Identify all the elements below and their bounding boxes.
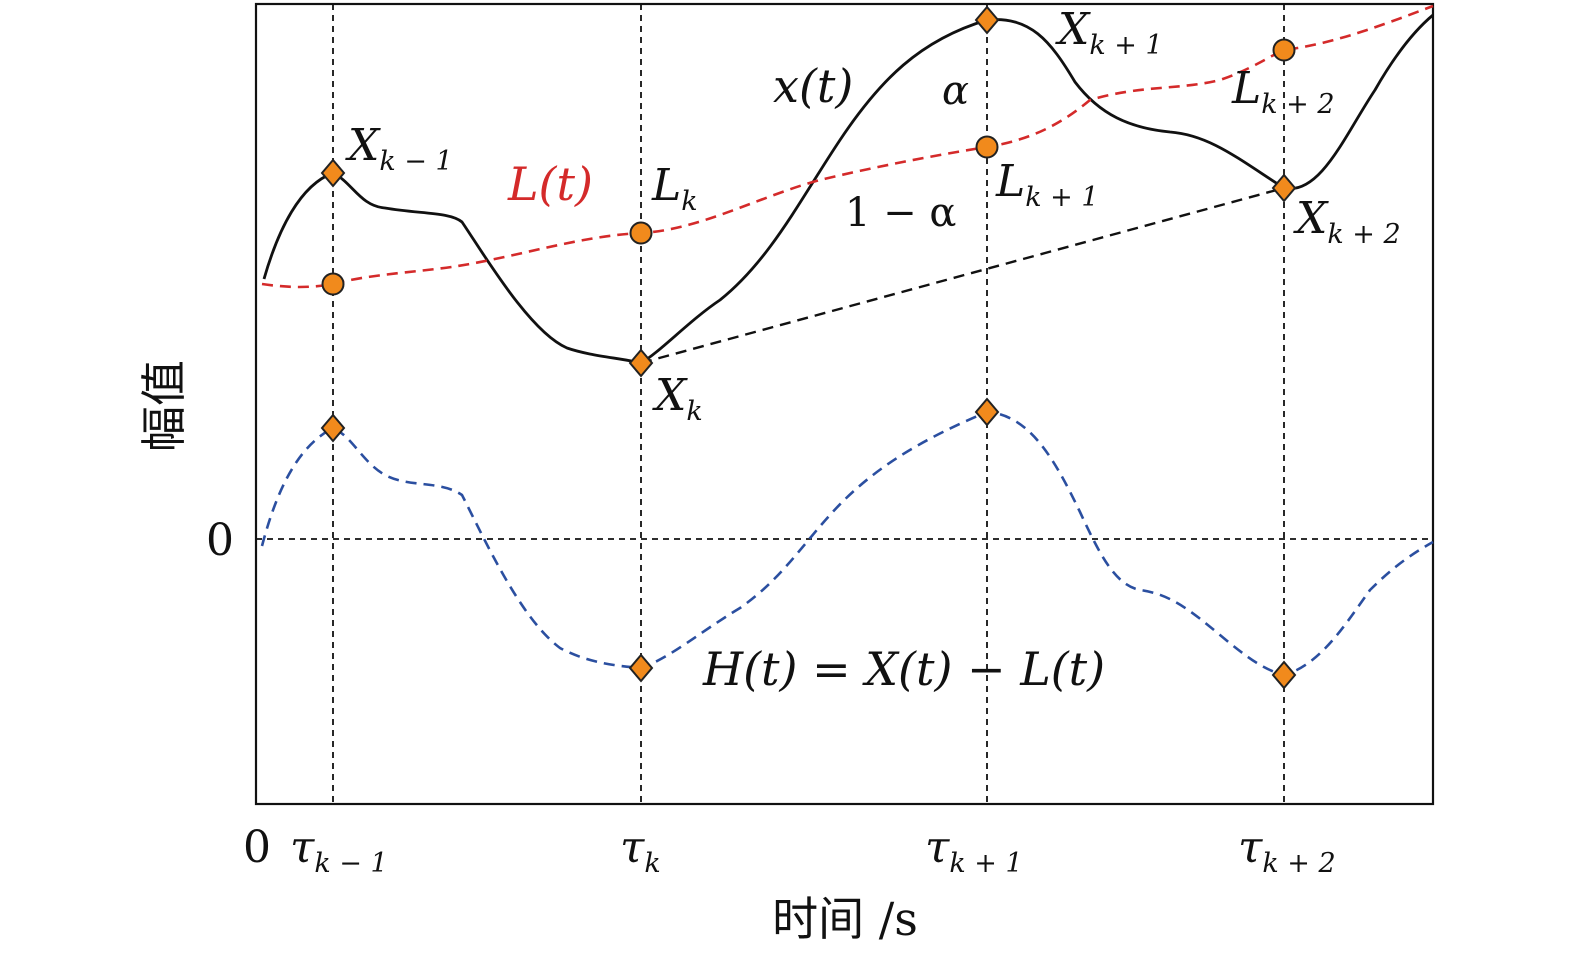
marker-L-k-plus-2 [1272, 38, 1296, 62]
tick-tau-k: τk [620, 822, 661, 879]
marker-H-k-plus-2 [1271, 660, 1297, 690]
marker-X-k-minus-1 [320, 158, 346, 188]
one-minus-alpha-label: 1 − α [845, 190, 956, 236]
y-axis-label: 幅值 [137, 360, 191, 452]
marker-H-k-minus-1 [320, 413, 346, 443]
marker-H-k-plus-1 [974, 397, 1000, 427]
label-L-k-plus-2: Lk + 2 [1231, 63, 1335, 120]
tick-tau-k-minus-1: τk − 1 [290, 822, 388, 879]
alpha-label: α [942, 68, 969, 114]
marker-L-k [629, 221, 653, 245]
point-labels: Xk − 1 Xk Xk + 1 Xk + 2 Lk Lk + 1 Lk + 2 [345, 4, 1401, 427]
marker-X-k-plus-1 [974, 5, 1000, 35]
label-X-k-plus-2: Xk + 2 [1293, 193, 1401, 250]
plot-frame [254, 2, 1435, 806]
zero-label: 0 [206, 515, 234, 566]
marker-L-k-plus-1 [975, 135, 999, 159]
marker-X-k-plus-2 [1271, 173, 1297, 203]
label-L-k-plus-1: Lk + 1 [995, 156, 1099, 213]
marker-X-k [628, 348, 654, 378]
x-curve-label: x(t) [773, 59, 853, 113]
label-X-k-plus-1: Xk + 1 [1055, 4, 1163, 61]
extrema-connector-line [640, 186, 1285, 365]
tick-labels: τk − 1 τk τk + 1 τk + 2 [290, 822, 1336, 879]
label-X-k-minus-1: Xk − 1 [345, 120, 453, 177]
l-curve-label: L(t) [507, 157, 593, 211]
tick-tau-k-plus-1: τk + 1 [925, 822, 1023, 879]
x-axis-label: 时间 /s [772, 892, 918, 946]
marker-group [320, 5, 1297, 690]
marker-L-k-minus-1 [321, 272, 345, 296]
origin-label: 0 [243, 822, 271, 873]
tick-tau-k-plus-2: τk + 2 [1238, 822, 1336, 879]
marker-H-k [628, 653, 654, 683]
h-curve [260, 410, 1434, 677]
label-X-k: Xk [652, 370, 703, 427]
l-curve [261, 4, 1434, 289]
h-curve-label: H(t) = X(t) − L(t) [702, 642, 1105, 696]
label-L-k: Lk [651, 160, 698, 217]
